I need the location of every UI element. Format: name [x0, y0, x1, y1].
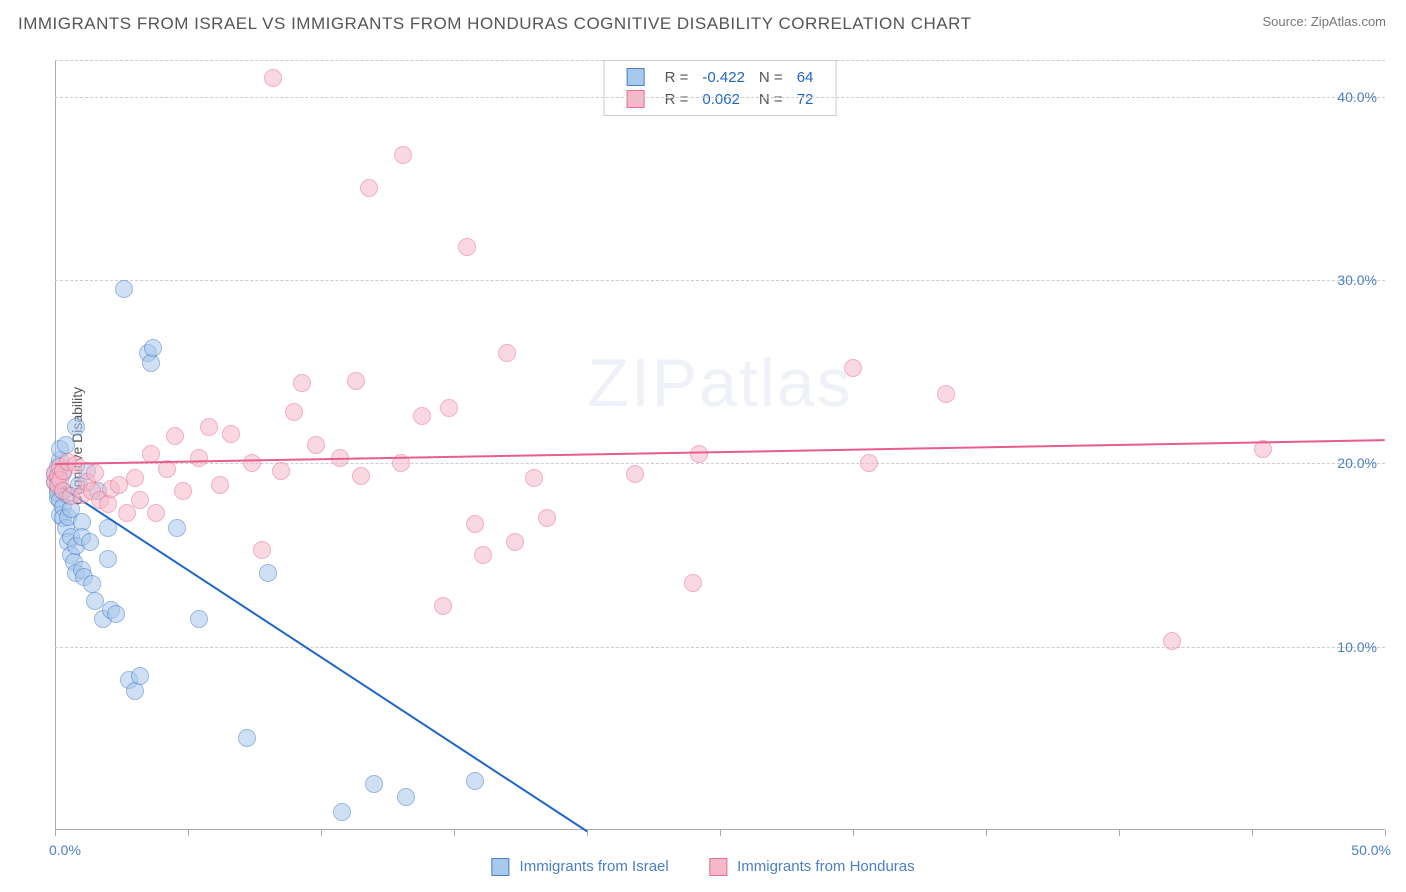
gridline	[55, 647, 1385, 648]
data-point	[397, 788, 415, 806]
legend-label-honduras: Immigrants from Honduras	[737, 858, 915, 875]
chart-area: ZIPatlas R = -0.422 N = 64 R = 0.062 N =…	[55, 60, 1385, 830]
data-point	[293, 374, 311, 392]
data-point	[365, 775, 383, 793]
data-point	[190, 449, 208, 467]
data-point	[440, 399, 458, 417]
legend-item-israel: Immigrants from Israel	[491, 858, 673, 875]
data-point	[538, 509, 556, 527]
x-tick	[1252, 830, 1253, 836]
bottom-legend: Immigrants from Israel Immigrants from H…	[473, 858, 932, 876]
data-point	[360, 179, 378, 197]
data-point	[99, 550, 117, 568]
data-point	[1163, 632, 1181, 650]
gridline	[55, 60, 1385, 61]
watermark: ZIPatlas	[587, 344, 852, 422]
swatch-israel	[627, 68, 645, 86]
n-value-israel: 64	[791, 67, 820, 87]
data-point	[211, 476, 229, 494]
data-point	[115, 280, 133, 298]
legend-swatch-honduras	[709, 858, 727, 876]
y-tick-label: 10.0%	[1337, 639, 1377, 655]
x-tick	[1385, 830, 1386, 836]
data-point	[131, 491, 149, 509]
gridline	[55, 280, 1385, 281]
x-tick	[1119, 830, 1120, 836]
x-tick	[55, 830, 56, 836]
x-tick	[986, 830, 987, 836]
data-point	[860, 454, 878, 472]
data-point	[107, 605, 125, 623]
data-point	[466, 515, 484, 533]
data-point	[394, 146, 412, 164]
y-tick-label: 40.0%	[1337, 89, 1377, 105]
trend-line	[54, 482, 587, 832]
data-point	[506, 533, 524, 551]
data-point	[498, 344, 516, 362]
data-point	[413, 407, 431, 425]
x-tick-label: 50.0%	[1351, 842, 1391, 858]
data-point	[333, 803, 351, 821]
data-point	[458, 238, 476, 256]
stats-legend: R = -0.422 N = 64 R = 0.062 N = 72	[604, 60, 837, 116]
data-point	[253, 541, 271, 559]
data-point	[190, 610, 208, 628]
data-point	[474, 546, 492, 564]
data-point	[259, 564, 277, 582]
data-point	[222, 425, 240, 443]
data-point	[67, 418, 85, 436]
data-point	[307, 436, 325, 454]
data-point	[147, 504, 165, 522]
data-point	[81, 533, 99, 551]
stats-row-honduras: R = 0.062 N = 72	[621, 89, 820, 109]
data-point	[83, 575, 101, 593]
x-tick	[853, 830, 854, 836]
data-point	[690, 445, 708, 463]
chart-container: IMMIGRANTS FROM ISRAEL VS IMMIGRANTS FRO…	[0, 0, 1406, 892]
r-value-honduras: 0.062	[696, 89, 751, 109]
source-label: Source: ZipAtlas.com	[1262, 14, 1386, 29]
legend-swatch-israel	[491, 858, 509, 876]
data-point	[174, 482, 192, 500]
x-tick	[454, 830, 455, 836]
data-point	[352, 467, 370, 485]
data-point	[131, 667, 149, 685]
data-point	[264, 69, 282, 87]
y-tick-label: 20.0%	[1337, 455, 1377, 471]
data-point	[200, 418, 218, 436]
data-point	[238, 729, 256, 747]
data-point	[144, 339, 162, 357]
data-point	[937, 385, 955, 403]
chart-title: IMMIGRANTS FROM ISRAEL VS IMMIGRANTS FRO…	[18, 14, 971, 34]
x-tick	[321, 830, 322, 836]
data-point	[57, 436, 75, 454]
swatch-honduras	[627, 90, 645, 108]
legend-item-honduras: Immigrants from Honduras	[709, 858, 915, 875]
gridline	[55, 97, 1385, 98]
x-tick-label: 0.0%	[49, 842, 81, 858]
x-tick	[720, 830, 721, 836]
stats-row-israel: R = -0.422 N = 64	[621, 67, 820, 87]
n-value-honduras: 72	[791, 89, 820, 109]
data-point	[243, 454, 261, 472]
data-point	[466, 772, 484, 790]
legend-label-israel: Immigrants from Israel	[520, 858, 669, 875]
data-point	[525, 469, 543, 487]
data-point	[86, 464, 104, 482]
data-point	[285, 403, 303, 421]
data-point	[166, 427, 184, 445]
data-point	[626, 465, 644, 483]
data-point	[168, 519, 186, 537]
data-point	[347, 372, 365, 390]
r-value-israel: -0.422	[696, 67, 751, 87]
data-point	[684, 574, 702, 592]
data-point	[67, 456, 85, 474]
x-tick	[188, 830, 189, 836]
data-point	[844, 359, 862, 377]
data-point	[126, 469, 144, 487]
y-tick-label: 30.0%	[1337, 272, 1377, 288]
data-point	[434, 597, 452, 615]
data-point	[272, 462, 290, 480]
